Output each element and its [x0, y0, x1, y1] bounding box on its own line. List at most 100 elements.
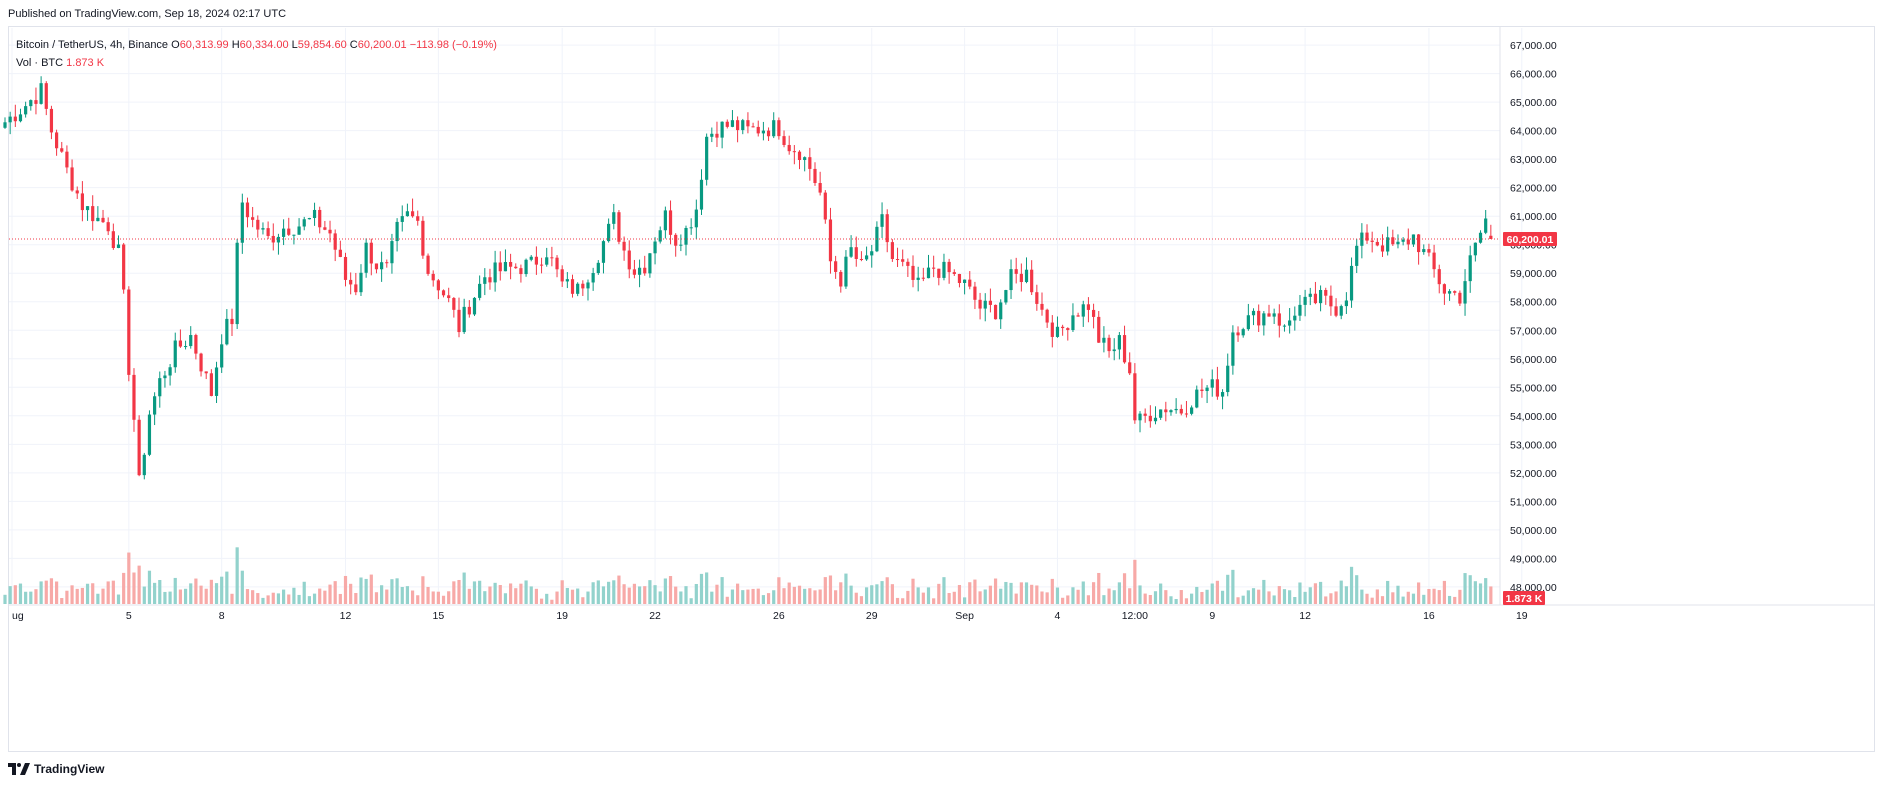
volume-bar	[44, 580, 48, 604]
volume-bar	[508, 583, 513, 604]
candle-body	[178, 340, 183, 347]
candle-body	[96, 217, 100, 222]
volume-bar	[1019, 582, 1023, 604]
volume-bar	[8, 586, 12, 604]
candle-body	[932, 267, 936, 269]
candle-body	[973, 286, 977, 300]
volume-bar	[122, 572, 126, 604]
candle-body	[911, 265, 915, 280]
volume-bar	[1432, 588, 1436, 604]
y-tick-label: 55,000.00	[1510, 382, 1557, 394]
candle-body	[1406, 239, 1410, 245]
volume-bar	[1226, 574, 1230, 604]
candle-body	[834, 261, 838, 272]
candle-body	[1293, 315, 1297, 321]
candle-body	[1035, 292, 1039, 304]
volume-bar	[1344, 586, 1348, 604]
candle-body	[1200, 389, 1204, 392]
volume-bar	[643, 586, 647, 604]
candle-body	[1339, 306, 1343, 316]
candle-body	[736, 120, 740, 131]
volume-bar	[1365, 593, 1369, 604]
volume-bar	[988, 585, 993, 604]
candle-body	[1298, 304, 1302, 316]
candle-body	[225, 318, 229, 345]
volume-bar	[65, 590, 69, 604]
volume-bar	[395, 578, 399, 604]
candle-body	[1009, 269, 1013, 291]
volume-bar	[183, 588, 188, 604]
candle-body	[1246, 315, 1250, 330]
volume-bar	[323, 590, 327, 604]
volume-bar	[1334, 591, 1338, 604]
volume-bar	[710, 591, 714, 604]
x-axis: ug 5 8 12 15 19 22 26 29 Sep 4 12:00 9 12 16 19	[12, 610, 1528, 622]
volume-bar	[741, 590, 745, 604]
volume-bar	[1117, 582, 1121, 604]
volume-bar	[85, 583, 90, 604]
candle-body	[1318, 289, 1323, 304]
tradingview-footer[interactable]: TradingView	[8, 762, 104, 776]
candle-body	[803, 157, 807, 161]
volume-bar	[54, 581, 59, 604]
candle-body	[782, 136, 786, 145]
volume-bar	[1447, 595, 1452, 604]
candle-body	[766, 130, 771, 137]
candle-body	[328, 229, 332, 234]
volume-bar	[978, 591, 982, 604]
candle-body	[720, 121, 724, 138]
candle-body	[91, 206, 95, 222]
volume-bar	[1091, 582, 1096, 604]
candle-body	[1004, 290, 1008, 303]
volume-bar	[1081, 581, 1085, 604]
y-axis: 48,000.00 49,000.00 50,000.00 51,000.00 52,0…	[9, 26, 1875, 606]
volume-bar	[1112, 590, 1116, 604]
volume-bar	[870, 585, 874, 604]
candle-body	[204, 371, 208, 374]
candle-body	[1220, 392, 1225, 397]
close-value: 60,200.01	[357, 39, 407, 51]
candle-body	[808, 157, 812, 169]
volume-bar	[1030, 584, 1034, 604]
y-tick-label: 65,000.00	[1510, 97, 1557, 109]
x-tick-label: Sep	[955, 610, 974, 622]
candle-body	[648, 253, 652, 274]
candle-body	[545, 257, 549, 265]
volume-bar	[854, 592, 858, 604]
candle-body	[1344, 300, 1348, 307]
volume-bar	[632, 583, 637, 604]
candle-body	[1241, 329, 1245, 336]
volume-bar	[890, 584, 894, 604]
volume-bar	[70, 585, 74, 604]
volume-bar	[214, 583, 219, 604]
volume-bar	[1107, 588, 1111, 604]
candle-body	[663, 210, 667, 231]
volume-bar	[400, 586, 404, 604]
volume-bar	[808, 588, 812, 604]
volume-bar	[1360, 589, 1364, 604]
volume-bar	[230, 593, 234, 604]
volume-bar	[39, 581, 43, 604]
candle-body	[1190, 407, 1194, 414]
candle-body	[266, 228, 270, 236]
volume-bar	[256, 593, 260, 604]
candle-body	[1277, 313, 1281, 326]
volume-bar	[529, 586, 533, 604]
candle-body	[281, 228, 286, 237]
volume-bar	[1406, 591, 1410, 604]
candle-body	[292, 234, 296, 236]
candle-body	[741, 120, 745, 131]
candle-body	[106, 222, 110, 232]
volume-bar	[1045, 592, 1049, 604]
candle-body	[1463, 281, 1467, 304]
candle-body	[395, 221, 399, 242]
candle-body	[472, 297, 477, 315]
candle-body	[1334, 306, 1338, 316]
candle-body	[1375, 241, 1379, 246]
volume-bar	[560, 580, 564, 604]
candle-body	[323, 227, 327, 230]
candle-body	[209, 373, 213, 396]
volume-bar	[524, 580, 528, 604]
volume-row: Vol · BTC 1.873 K	[16, 54, 497, 72]
